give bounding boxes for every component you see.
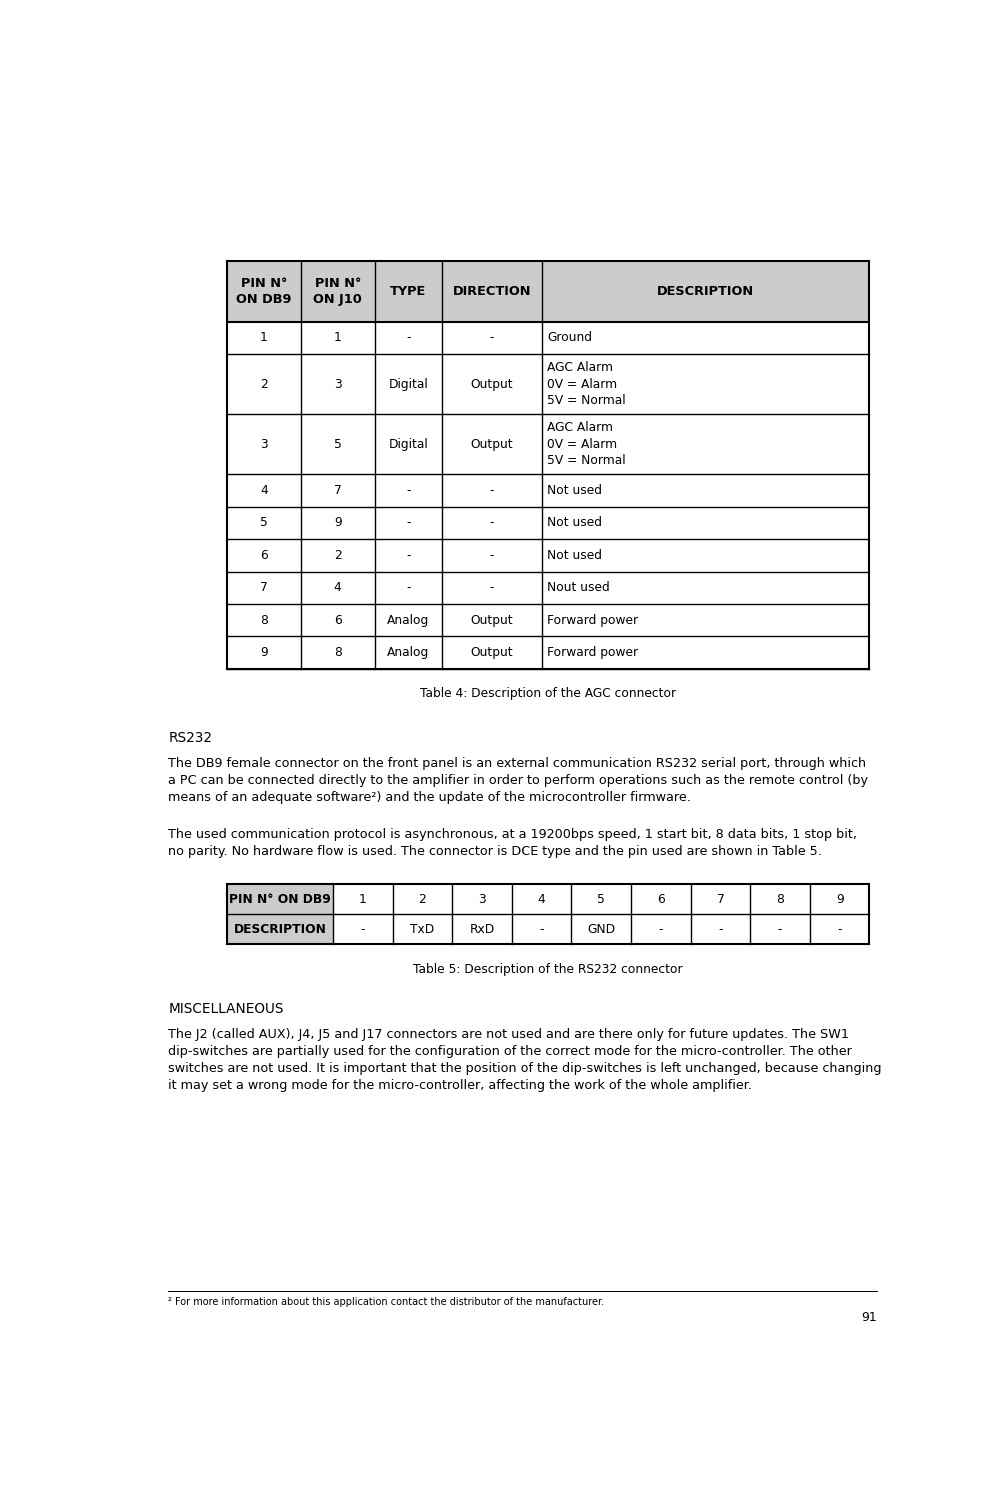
Text: 6: 6: [260, 549, 267, 562]
Text: 2: 2: [418, 893, 426, 905]
Text: -: -: [658, 923, 663, 936]
Text: 8: 8: [776, 893, 784, 905]
Text: 3: 3: [260, 437, 267, 451]
Text: 5: 5: [260, 517, 267, 529]
Text: PIN N°
ON J10: PIN N° ON J10: [314, 277, 362, 307]
Text: Analog: Analog: [387, 646, 429, 658]
Text: 5: 5: [597, 893, 605, 905]
Text: Not used: Not used: [547, 517, 602, 529]
FancyBboxPatch shape: [375, 262, 442, 322]
Text: 6: 6: [657, 893, 664, 905]
Text: 4: 4: [538, 893, 546, 905]
Text: PIN N°
ON DB9: PIN N° ON DB9: [236, 277, 291, 307]
Text: Analog: Analog: [387, 613, 429, 627]
Text: -: -: [406, 331, 411, 344]
Text: 3: 3: [478, 893, 485, 905]
Text: -: -: [489, 582, 494, 594]
Text: Forward power: Forward power: [547, 646, 638, 658]
Text: DESCRIPTION: DESCRIPTION: [657, 286, 754, 298]
Text: TYPE: TYPE: [390, 286, 426, 298]
Text: -: -: [719, 923, 723, 936]
Text: -: -: [540, 923, 544, 936]
Text: GND: GND: [587, 923, 615, 936]
Text: DESCRIPTION: DESCRIPTION: [233, 923, 327, 936]
Text: Output: Output: [470, 646, 514, 658]
Text: The used communication protocol is asynchronous, at a 19200bps speed, 1 start bi: The used communication protocol is async…: [169, 828, 857, 858]
Text: RS232: RS232: [169, 732, 212, 745]
FancyBboxPatch shape: [227, 914, 333, 944]
Text: -: -: [361, 923, 365, 936]
Text: Not used: Not used: [547, 484, 602, 497]
Text: 9: 9: [836, 893, 843, 905]
FancyBboxPatch shape: [300, 262, 375, 322]
Text: 4: 4: [260, 484, 267, 497]
Text: TxD: TxD: [410, 923, 434, 936]
Text: AGC Alarm
0V = Alarm
5V = Normal: AGC Alarm 0V = Alarm 5V = Normal: [547, 361, 626, 407]
Text: 1: 1: [260, 331, 267, 344]
Text: -: -: [406, 582, 411, 594]
Text: ² For more information about this application contact the distributor of the man: ² For more information about this applic…: [169, 1297, 605, 1308]
FancyBboxPatch shape: [542, 262, 869, 322]
Text: 9: 9: [260, 646, 267, 658]
Text: -: -: [406, 549, 411, 562]
Text: 8: 8: [260, 613, 267, 627]
Text: -: -: [489, 549, 494, 562]
Text: Digital: Digital: [389, 377, 428, 391]
Text: -: -: [489, 331, 494, 344]
Text: Digital: Digital: [389, 437, 428, 451]
Text: RxD: RxD: [469, 923, 494, 936]
Text: -: -: [837, 923, 842, 936]
Text: PIN N° ON DB9: PIN N° ON DB9: [229, 893, 331, 905]
Text: 9: 9: [334, 517, 342, 529]
Text: Table 5: Description of the RS232 connector: Table 5: Description of the RS232 connec…: [413, 963, 683, 975]
Text: 3: 3: [334, 377, 342, 391]
Text: -: -: [406, 484, 411, 497]
Text: Table 4: Description of the AGC connector: Table 4: Description of the AGC connecto…: [420, 687, 676, 700]
Text: 7: 7: [717, 893, 725, 905]
Text: AGC Alarm
0V = Alarm
5V = Normal: AGC Alarm 0V = Alarm 5V = Normal: [547, 421, 626, 467]
Text: 2: 2: [260, 377, 267, 391]
FancyBboxPatch shape: [227, 262, 300, 322]
Text: Nout used: Nout used: [547, 582, 610, 594]
Text: 7: 7: [260, 582, 267, 594]
FancyBboxPatch shape: [442, 262, 542, 322]
Text: 1: 1: [334, 331, 342, 344]
Text: 8: 8: [334, 646, 342, 658]
Text: 2: 2: [334, 549, 342, 562]
Text: 5: 5: [334, 437, 342, 451]
Text: The J2 (called AUX), J4, J5 and J17 connectors are not used and are there only f: The J2 (called AUX), J4, J5 and J17 conn…: [169, 1028, 882, 1091]
Text: Not used: Not used: [547, 549, 602, 562]
Text: -: -: [489, 517, 494, 529]
Text: MISCELLANEOUS: MISCELLANEOUS: [169, 1003, 284, 1016]
Text: 6: 6: [334, 613, 342, 627]
Text: -: -: [778, 923, 782, 936]
Text: 91: 91: [861, 1312, 877, 1324]
Text: Output: Output: [470, 377, 514, 391]
Text: 7: 7: [334, 484, 342, 497]
Text: DIRECTION: DIRECTION: [452, 286, 532, 298]
Text: Output: Output: [470, 613, 514, 627]
Text: Forward power: Forward power: [547, 613, 638, 627]
Text: The DB9 female connector on the front panel is an external communication RS232 s: The DB9 female connector on the front pa…: [169, 756, 868, 804]
Text: Output: Output: [470, 437, 514, 451]
FancyBboxPatch shape: [227, 884, 333, 914]
Text: 1: 1: [359, 893, 367, 905]
Text: 4: 4: [334, 582, 342, 594]
Text: -: -: [489, 484, 494, 497]
Text: -: -: [406, 517, 411, 529]
Text: Ground: Ground: [547, 331, 592, 344]
